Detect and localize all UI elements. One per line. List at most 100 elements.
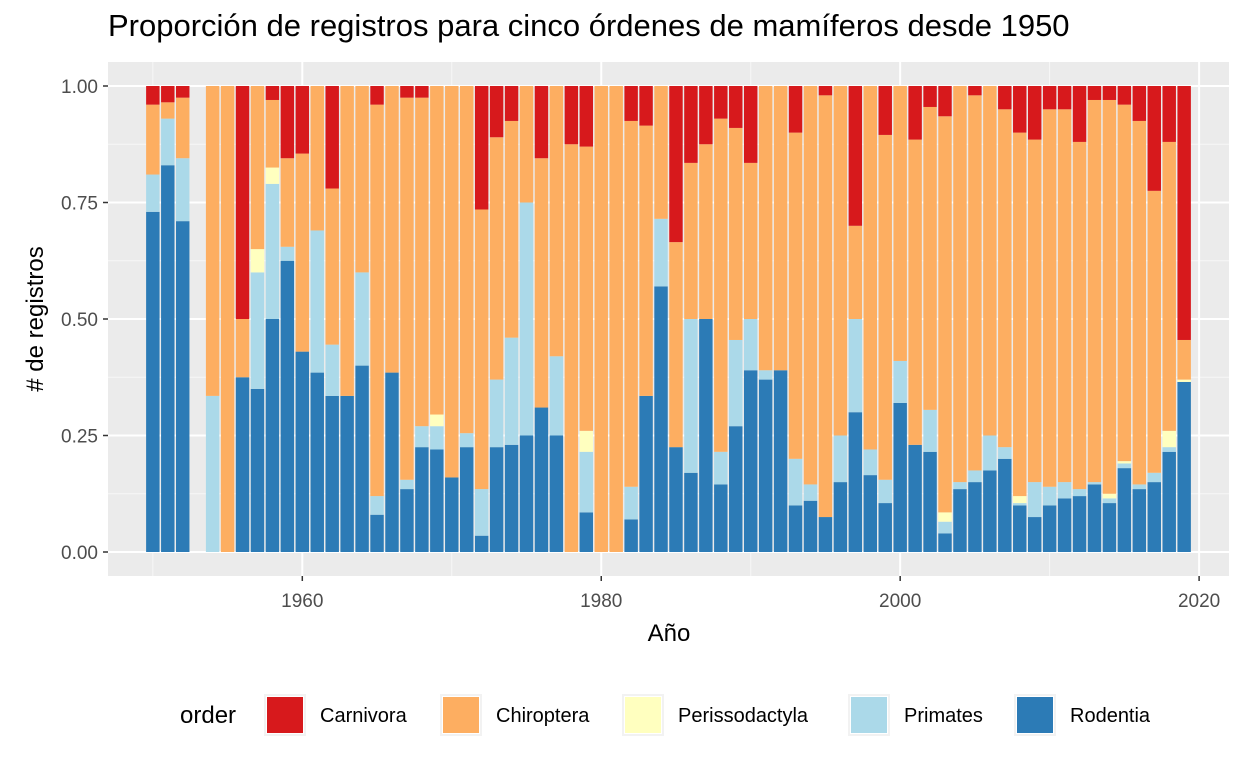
bar-rodentia-1951 [161, 165, 175, 552]
bar-carnivora-2013 [1087, 86, 1102, 100]
legend-label: Chiroptera [496, 705, 590, 727]
y-tick-label: 0.25 [61, 427, 98, 448]
bar-chiroptera-1989 [729, 127, 743, 340]
bar-rodentia-1989 [729, 426, 743, 552]
bar-carnivora-1978 [564, 86, 579, 145]
bar-primates-1961 [310, 230, 324, 373]
bar-primates-1950 [146, 174, 160, 212]
bar-primates-1974 [504, 337, 519, 445]
bar-chiroptera-2002 [923, 106, 937, 410]
bar-chiroptera-1984 [654, 86, 668, 219]
bar-chiroptera-1986 [684, 162, 698, 319]
bar-chiroptera-1999 [878, 134, 892, 480]
bar-primates-1958 [265, 183, 280, 319]
bar-rodentia-1963 [340, 395, 354, 552]
legend-swatch [850, 696, 888, 734]
bar-chiroptera-1978 [564, 144, 579, 552]
bar-rodentia-1984 [654, 286, 668, 552]
bar-carnivora-1959 [280, 86, 295, 159]
bar-rodentia-1965 [370, 514, 384, 552]
bar-carnivora-1968 [415, 86, 429, 98]
bar-carnivora-1997 [848, 86, 863, 226]
bar-carnivora-1951 [161, 86, 175, 103]
bar-rodentia-1957 [250, 388, 265, 552]
bar-chiroptera-1963 [340, 86, 354, 396]
bar-rodentia-1998 [863, 475, 878, 552]
bar-carnivora-1979 [579, 86, 594, 147]
bar-perissodactyla-1969 [430, 414, 444, 427]
bar-carnivora-2012 [1072, 86, 1087, 142]
bar-carnivora-1967 [400, 86, 414, 98]
bar-primates-1957 [250, 272, 265, 389]
bar-primates-1954 [205, 395, 220, 552]
bar-primates-2000 [893, 360, 907, 403]
bar-chiroptera-2010 [1042, 109, 1057, 487]
bar-rodentia-1959 [280, 260, 295, 552]
legend-label: Perissodactyla [678, 705, 809, 727]
bar-chiroptera-1994 [803, 86, 818, 485]
x-tick-label: 1980 [580, 591, 622, 612]
bar-chiroptera-1983 [639, 125, 653, 396]
bar-rodentia-1993 [788, 505, 803, 552]
bar-rodentia-2019 [1177, 381, 1191, 552]
bar-rodentia-1990 [743, 370, 758, 552]
legend-key [264, 694, 306, 736]
bar-rodentia-2012 [1072, 496, 1087, 552]
bar-primates-2018 [1162, 447, 1176, 452]
bar-chiroptera-1957 [250, 86, 265, 250]
legend-key [622, 694, 664, 736]
bar-primates-1994 [803, 484, 818, 501]
y-tick-label: 0.75 [61, 194, 98, 215]
bar-rodentia-1971 [459, 447, 474, 552]
y-tick-label: 0.00 [61, 543, 98, 564]
bar-chiroptera-2004 [953, 86, 967, 483]
bar-rodentia-2018 [1162, 451, 1176, 552]
bar-primates-1964 [355, 272, 369, 366]
bar-carnivora-2007 [998, 86, 1012, 110]
bar-rodentia-2009 [1027, 517, 1042, 552]
bar-rodentia-2010 [1042, 505, 1057, 552]
bar-chiroptera-2003 [938, 116, 952, 513]
bar-chiroptera-1958 [265, 99, 280, 168]
bar-rodentia-2015 [1117, 468, 1132, 552]
legend-title: order [180, 702, 237, 729]
bar-chiroptera-1977 [549, 86, 564, 357]
legend-key [848, 694, 890, 736]
legend-key [440, 694, 482, 736]
bar-rodentia-1986 [684, 472, 698, 552]
bar-chiroptera-2005 [968, 95, 982, 471]
legend-label: Rodentia [1070, 705, 1151, 727]
bar-carnivora-1974 [504, 86, 519, 121]
bar-rodentia-2003 [938, 533, 952, 552]
bar-chiroptera-1954 [205, 86, 220, 396]
bar-carnivora-1988 [714, 86, 728, 119]
bar-primates-1990 [743, 319, 758, 371]
bar-chiroptera-2012 [1072, 141, 1087, 490]
bar-chiroptera-1991 [758, 86, 773, 371]
bar-chiroptera-1971 [459, 86, 474, 434]
bar-carnivora-1952 [176, 86, 190, 98]
bar-rodentia-2014 [1102, 503, 1117, 552]
bar-rodentia-1985 [669, 447, 683, 552]
bar-rodentia-1992 [773, 370, 788, 552]
bar-primates-2009 [1027, 482, 1042, 518]
bar-perissodactyla-2008 [1013, 496, 1027, 504]
bar-primates-2014 [1102, 498, 1117, 504]
bar-carnivora-2009 [1027, 86, 1042, 140]
x-tick-label: 2020 [1178, 591, 1220, 612]
bar-chiroptera-1974 [504, 120, 519, 338]
bar-primates-1973 [489, 379, 504, 448]
legend-swatch [1016, 696, 1054, 734]
bar-chiroptera-1975 [519, 86, 534, 203]
bar-chiroptera-1990 [743, 162, 758, 319]
bar-carnivora-1993 [788, 86, 803, 133]
bar-carnivora-1986 [684, 86, 698, 163]
bar-chiroptera-1955 [220, 86, 235, 552]
bar-rodentia-1966 [385, 372, 399, 552]
bar-carnivora-2003 [938, 86, 952, 117]
bar-carnivora-1987 [699, 86, 713, 145]
legend-label: Primates [904, 705, 983, 727]
bar-perissodactyla-2018 [1162, 430, 1176, 448]
